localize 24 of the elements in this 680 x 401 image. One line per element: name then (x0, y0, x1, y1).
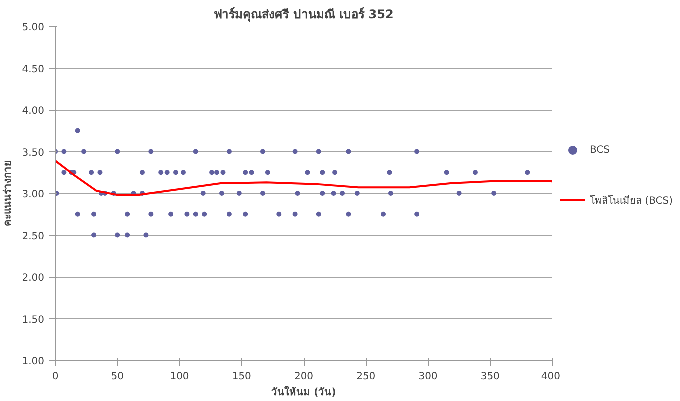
x-axis-title: วันให้นม (วัน) (272, 386, 336, 398)
legend-label: BCS (590, 144, 610, 156)
y-tick-label: 4.50 (22, 64, 44, 76)
y-tick-label: 5.00 (22, 22, 44, 34)
x-tick-label: 200 (294, 372, 314, 382)
x-tick-label: 150 (232, 372, 252, 382)
chart-title: ฟาร์มคุณส่งศรี ปานมณี เบอร์ 352 (214, 8, 394, 22)
x-tick-label: 0 (52, 372, 59, 382)
x-tick-label: 400 (541, 372, 561, 382)
x-tick-label: 350 (480, 372, 500, 382)
x-tick-label: 250 (356, 372, 376, 382)
x-tick-label: 300 (418, 372, 438, 382)
y-tick-label: 3.50 (22, 148, 44, 159)
y-tick-label: 4.00 (22, 106, 44, 117)
x-tick-label: 100 (170, 372, 190, 382)
y-tick-label: 2.50 (22, 231, 44, 242)
line-series (56, 160, 552, 196)
y-tick-label: 3.00 (22, 190, 44, 200)
y-tick-label: 1.50 (22, 314, 44, 326)
y-tick-label: 2.00 (22, 273, 44, 284)
x-tick-label: 50 (111, 372, 124, 382)
legend-label: โพลิโนเมียล (BCS) (590, 194, 673, 208)
y-axis-title: คะแนนร่างกาย (2, 160, 14, 226)
y-tick-label: 1.00 (22, 356, 44, 368)
